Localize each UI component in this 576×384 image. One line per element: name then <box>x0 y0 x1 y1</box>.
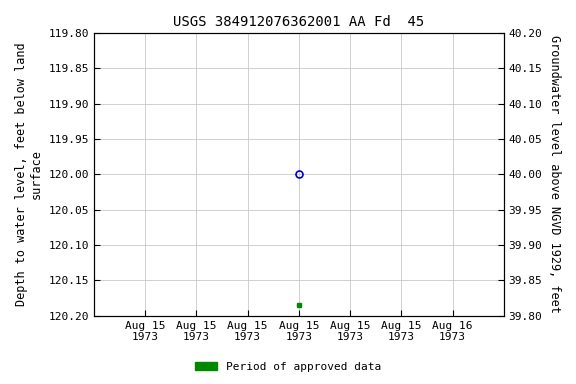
Legend: Period of approved data: Period of approved data <box>191 358 385 377</box>
Y-axis label: Depth to water level, feet below land
surface: Depth to water level, feet below land su… <box>15 43 43 306</box>
Y-axis label: Groundwater level above NGVD 1929, feet: Groundwater level above NGVD 1929, feet <box>548 35 561 313</box>
Title: USGS 384912076362001 AA Fd  45: USGS 384912076362001 AA Fd 45 <box>173 15 425 29</box>
